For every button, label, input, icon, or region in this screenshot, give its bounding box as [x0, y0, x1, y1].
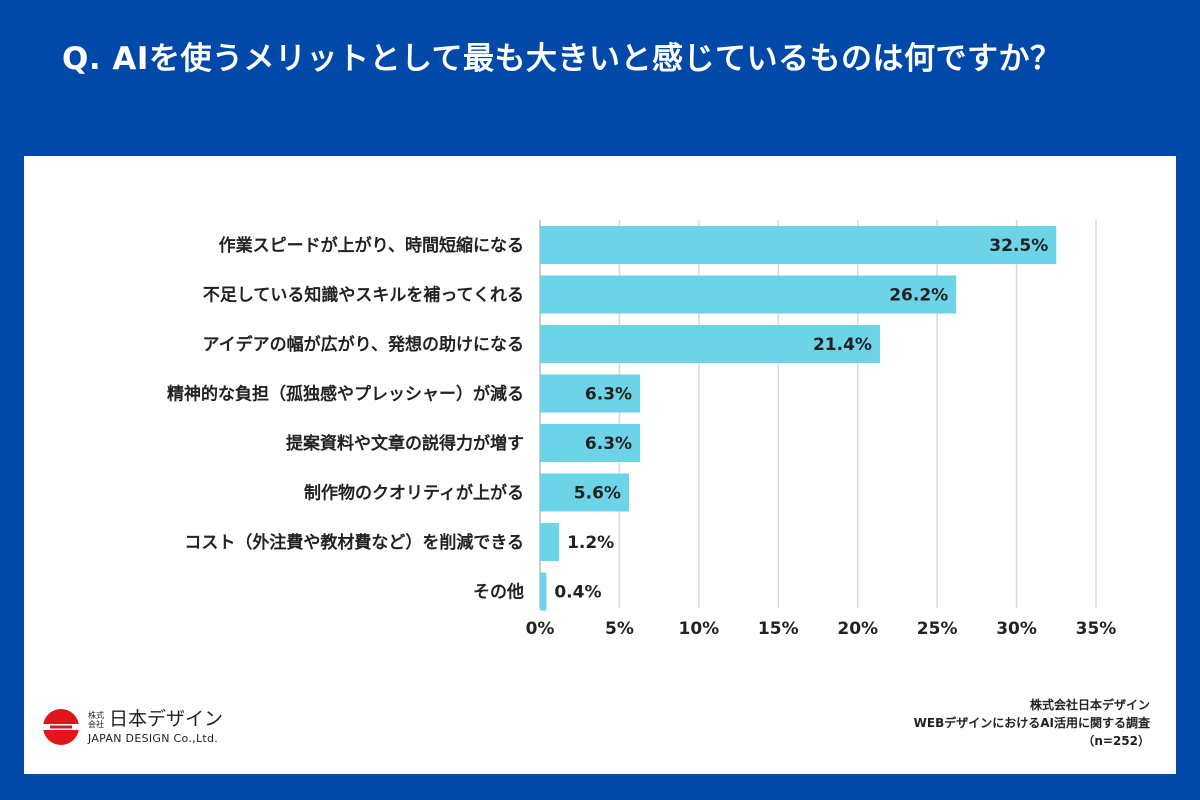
logo-mark-icon [43, 709, 79, 745]
bar [540, 374, 641, 413]
value-label: 21.4% [813, 335, 872, 355]
bar-chart: 作業スピードが上がり、時間短縮になる不足している知識やスキルを補ってくれるアイデ… [167, 220, 1117, 639]
x-tick-label: 20% [837, 619, 878, 639]
category-label: 精神的な負担（孤独感やプレッシャー）が減る [167, 384, 524, 405]
category-label: 不足している知識やスキルを補ってくれる [203, 285, 524, 306]
chart-panel: 作業スピードが上がり、時間短縮になる不足している知識やスキルを補ってくれる アイデ… [24, 156, 1176, 774]
category-label: コスト（外注費や教材費など）を削減できる [184, 532, 524, 553]
logo-english: JAPAN DESIGN Co.,Ltd. [88, 732, 219, 745]
bar [540, 226, 1057, 264]
value-label: 1.2% [567, 533, 614, 553]
value-label: 6.3% [585, 434, 632, 454]
category-label: アイデアの幅が広がり、発想の助けになる [203, 334, 524, 355]
x-tick-label: 25% [917, 619, 958, 639]
logo-small-text: 株式会社 [88, 710, 104, 729]
source-survey: WEBデザインにおけるAI活用に関する調査 [913, 716, 1150, 730]
x-tick-label: 30% [996, 619, 1037, 639]
value-label: 6.3% [585, 385, 632, 405]
bar [540, 572, 547, 611]
x-tick-label: 15% [758, 619, 799, 639]
bar [540, 424, 641, 462]
source-sample: （n=252） [1082, 734, 1150, 748]
bar [540, 275, 957, 314]
x-tick-label: 35% [1076, 619, 1117, 639]
value-labels: 32.5% 26.2% 21.4% 6.3% 6.3% 5.6% 1.2% 0.4% [554, 236, 1048, 603]
x-tick-label: 5% [605, 619, 634, 639]
x-axis-tick-labels: 0% 5% 10% 15% 20% 25% 30% 35% [526, 619, 1117, 639]
x-tick-label: 0% [526, 619, 555, 639]
company-logo: 株式会社 日本デザイン JAPAN DESIGN Co.,Ltd. [42, 708, 223, 746]
category-label: その他 [473, 582, 524, 603]
bar [540, 325, 880, 363]
value-label: 26.2% [889, 286, 948, 306]
category-labels: 作業スピードが上がり、時間短縮になる不足している知識やスキルを補ってくれるアイデ… [167, 235, 524, 603]
source-company: 株式会社日本デザイン [1029, 698, 1150, 712]
category-label: 制作物のクオリティが上がる [304, 483, 524, 504]
x-tick-label: 10% [679, 619, 720, 639]
question-title: Q. AIを使うメリットとして最も大きいと感じているものは何ですか？ [62, 41, 1062, 77]
value-label: 32.5% [989, 236, 1048, 256]
bars [540, 226, 1057, 611]
value-label: 5.6% [574, 484, 621, 504]
bar [540, 523, 560, 561]
source-note: 株式会社日本デザイン WEBデザインにおけるAI活用に関する調査 （n=252） [914, 696, 1150, 750]
category-label: 作業スピードが上がり、時間短縮になる [219, 235, 524, 256]
value-label: 0.4% [554, 583, 601, 603]
logo-name: 日本デザイン [109, 708, 224, 730]
bar [540, 473, 629, 512]
category-label: 提案資料や文章の説得力が増す [286, 433, 524, 454]
